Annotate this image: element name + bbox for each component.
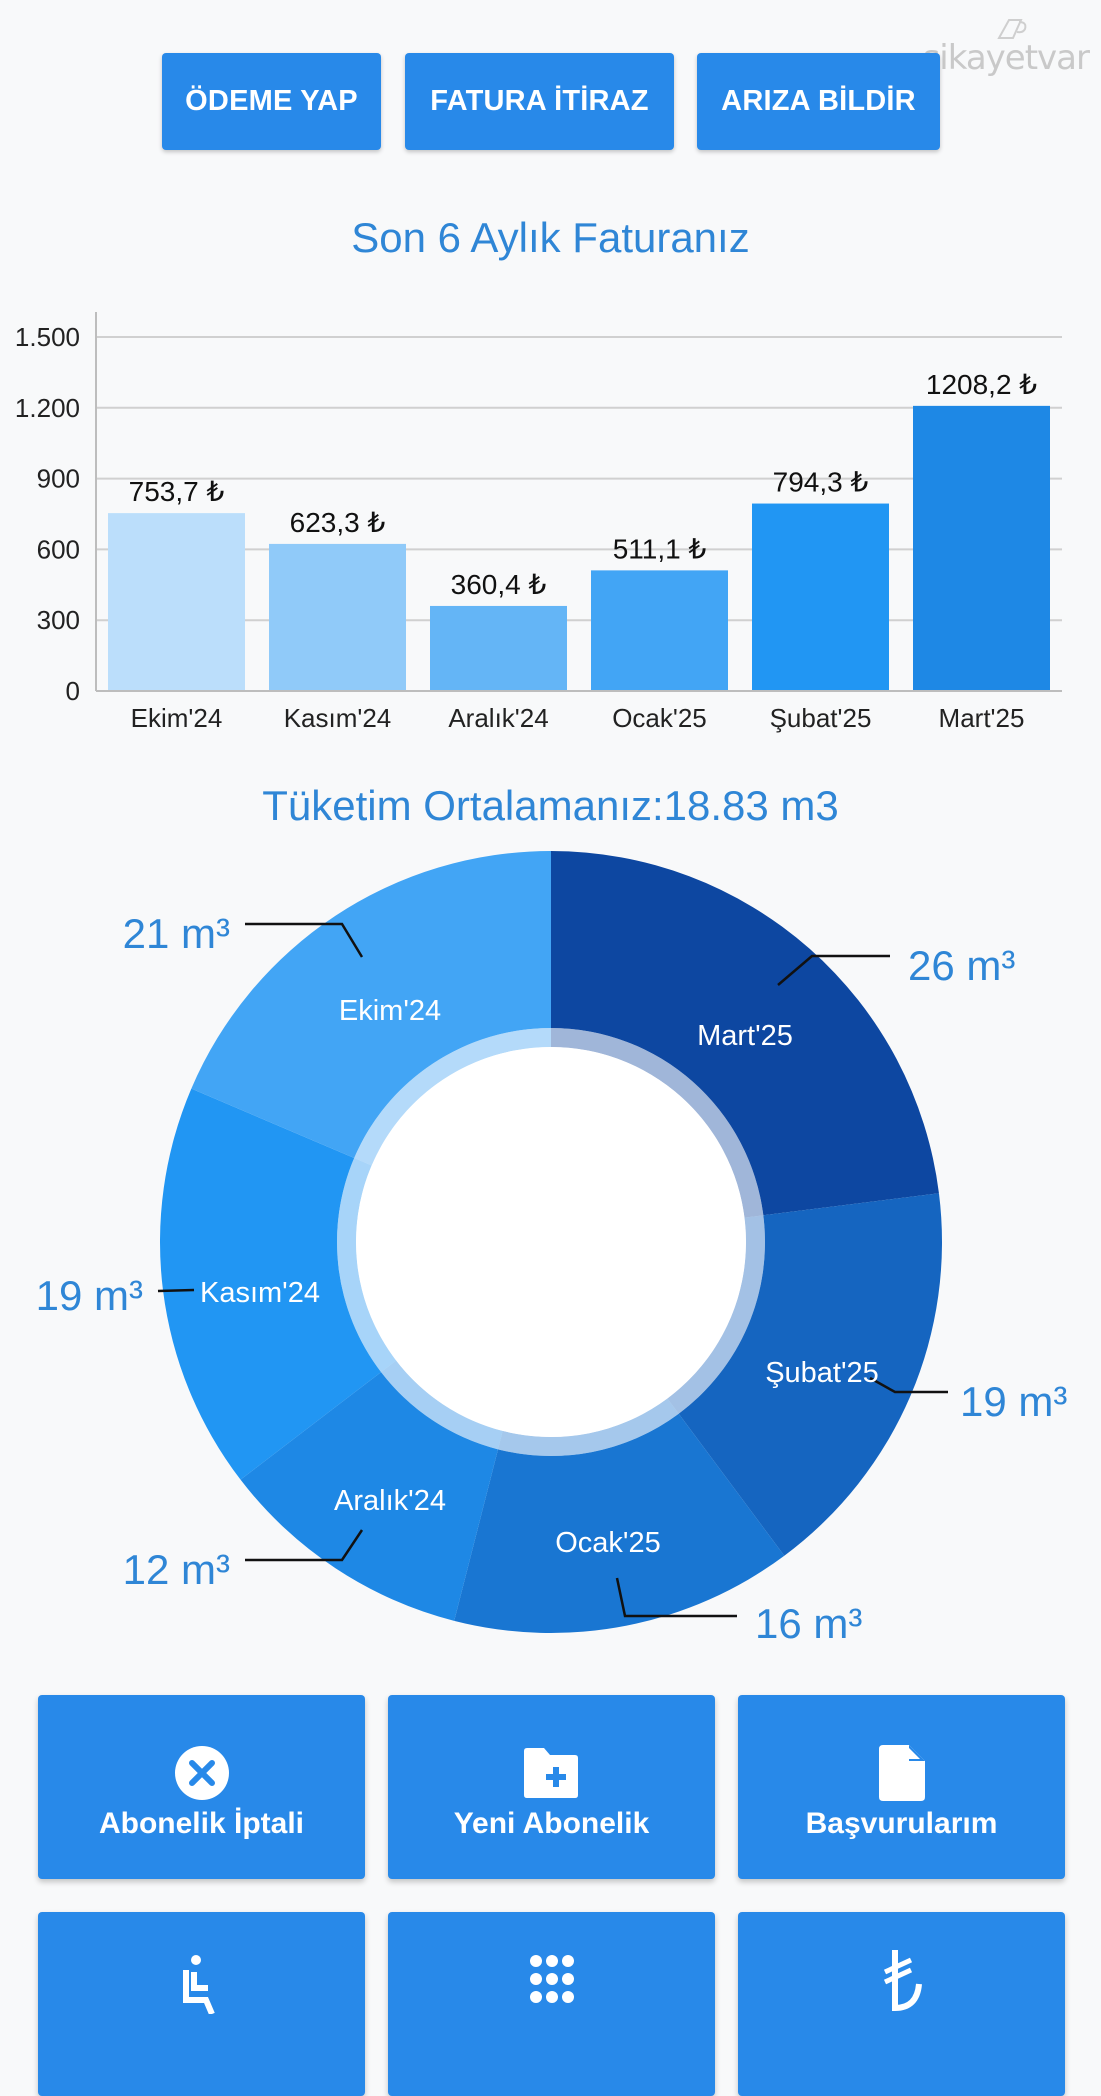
leader-line (869, 1376, 948, 1394)
bill-dispute-label: FATURA İTİRAZ (430, 85, 649, 117)
bar-value-label: 511,1 ₺ (613, 533, 707, 564)
slice-value-label: 26 m³ (908, 942, 1015, 989)
slice-value-label: 16 m³ (755, 1600, 862, 1647)
my-applications-tile[interactable]: Başvurularım (738, 1695, 1065, 1879)
y-axis-ticks: 0 300 600 900 1.200 1.500 (15, 322, 80, 706)
leader-line (245, 1529, 364, 1562)
bar[interactable] (108, 513, 245, 691)
new-subscription-label: Yeni Abonelik (453, 1807, 650, 1840)
y-tick-label: 1.200 (15, 393, 80, 423)
slice-value-label: 21 m³ (123, 910, 230, 957)
bill-dispute-button[interactable]: FATURA İTİRAZ (405, 53, 674, 150)
x-tick-label: Mart'25 (939, 703, 1025, 733)
x-tick-label: Ekim'24 (131, 703, 223, 733)
y-tick-label: 1.500 (15, 322, 80, 352)
donut-slice[interactable] (240, 1372, 499, 1621)
donut-inner-ring (551, 1028, 764, 1218)
report-fault-button[interactable]: ARIZA BİLDİR (697, 53, 940, 150)
bar-value-label: 623,3 ₺ (290, 507, 386, 538)
slice-name-label: Mart'25 (697, 1020, 793, 1052)
bar-value-label: 360,4 ₺ (451, 569, 547, 600)
leader-line (615, 1577, 737, 1618)
donut-inner-ring (354, 1028, 551, 1166)
bar[interactable] (752, 503, 889, 691)
bar-value-label: 1208,2 ₺ (926, 369, 1037, 400)
donut-slice[interactable] (159, 1088, 382, 1480)
x-tick-label: Kasım'24 (284, 703, 392, 733)
bar[interactable] (913, 405, 1050, 691)
donut-ring-highlight (337, 1028, 765, 1456)
bar-value-label: 794,3 ₺ (773, 467, 869, 498)
watermark-cup-icon (997, 19, 1027, 39)
folder-add-icon (388, 1745, 715, 1801)
cancel-circle-icon (38, 1745, 365, 1801)
slice-name-label: Ekim'24 (339, 995, 441, 1027)
bar-series: 753,7 ₺ 623,3 ₺ 360,4 ₺ 511,1 ₺ 794,3 ₺ 1208,… (108, 369, 1050, 691)
consumption-chart-title: Tüketim Ortalamanız:18.83 m3 (262, 782, 839, 829)
new-subscription-tile[interactable]: Yeni Abonelik (388, 1695, 715, 1879)
dialpad-tile[interactable] (388, 1912, 715, 2096)
document-icon (738, 1745, 1065, 1801)
dialpad-icon (388, 1954, 715, 2010)
bar[interactable] (269, 543, 406, 691)
donut-inner-ring (381, 1360, 503, 1450)
donut-inner-ring (336, 1158, 397, 1373)
my-applications-label: Başvurularım (805, 1807, 998, 1840)
y-tick-label: 300 (37, 605, 80, 635)
slice-name-label: Aralık'24 (334, 1485, 446, 1517)
payments-tile[interactable] (738, 1912, 1065, 2096)
donut-slice[interactable] (191, 851, 551, 1159)
watermark-logo: şikayetvar (923, 8, 1093, 78)
slice-value-label: 19 m³ (36, 1272, 143, 1319)
turkish-lira-icon (738, 1950, 1065, 2012)
slice-name-label: Ocak'25 (555, 1527, 660, 1559)
x-tick-label: Ocak'25 (612, 703, 707, 733)
watermark-text: şikayetvar (922, 38, 1090, 78)
slice-name-label: Kasım'24 (200, 1277, 320, 1309)
x-tick-label: Aralık'24 (448, 703, 548, 733)
y-tick-label: 600 (37, 534, 80, 564)
bar[interactable] (591, 570, 728, 691)
donut-inner-ring (498, 1398, 679, 1456)
bar[interactable] (430, 605, 567, 691)
leader-line (777, 954, 890, 986)
pay-bill-label: ÖDEME YAP (185, 85, 358, 117)
donut-hole (356, 1047, 746, 1437)
report-fault-label: ARIZA BİLDİR (721, 85, 916, 117)
donut-slices (159, 851, 942, 1634)
x-axis-labels: Ekim'24 Kasım'24 Aralık'24 Ocak'25 Şubat'25 M… (131, 703, 1025, 733)
donut-slice[interactable] (551, 851, 939, 1216)
donut-slice[interactable] (678, 1193, 942, 1556)
bill-chart-title: Son 6 Aylık Faturanız (351, 214, 750, 261)
bar-value-label: 753,7 ₺ (129, 476, 225, 507)
accessible-icon (38, 1954, 365, 2014)
donut-inner-ring (667, 1215, 765, 1414)
donut-slice[interactable] (454, 1413, 785, 1634)
cancel-subscription-tile[interactable]: Abonelik İptali (38, 1695, 365, 1879)
bar-chart-gridlines (96, 336, 1062, 622)
bill-bar-chart: 0 300 600 900 1.200 1.500 753,7 ₺ 623,3 ₺ 360,4… (15, 312, 1062, 733)
donut-labels: 26 m³ Mart'25 19 m³ Şubat'25 16 m³ Ocak'25 12 … (36, 910, 1068, 1647)
x-tick-label: Şubat'25 (770, 703, 872, 733)
y-tick-label: 0 (66, 676, 80, 706)
slice-name-label: Şubat'25 (765, 1357, 879, 1389)
leader-line (157, 1288, 195, 1293)
cancel-subscription-label: Abonelik İptali (98, 1807, 305, 1840)
y-tick-label: 900 (37, 464, 80, 494)
slice-value-label: 19 m³ (960, 1378, 1067, 1425)
accessibility-tile[interactable] (38, 1912, 365, 2096)
pay-bill-button[interactable]: ÖDEME YAP (162, 53, 381, 150)
leader-line (245, 922, 364, 958)
consumption-donut-chart: 26 m³ Mart'25 19 m³ Şubat'25 16 m³ Ocak'25 12 … (36, 851, 1068, 1647)
slice-value-label: 12 m³ (123, 1546, 230, 1593)
